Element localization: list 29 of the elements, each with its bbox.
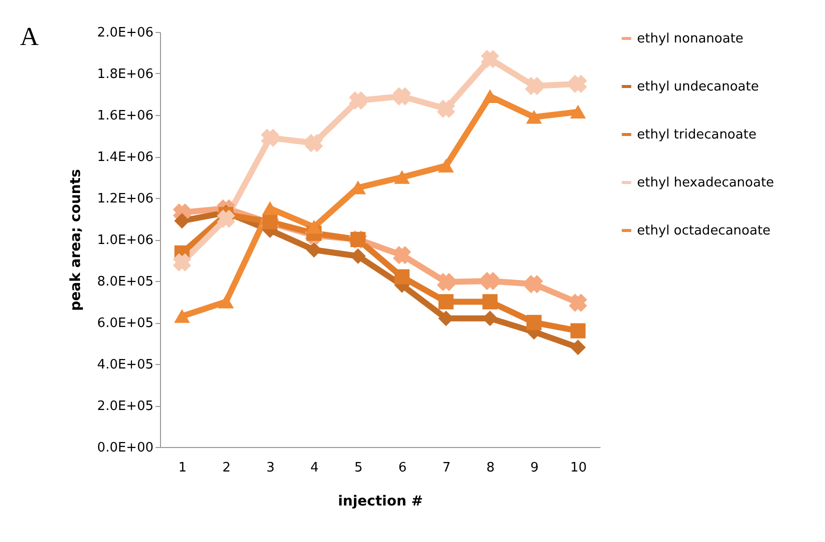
legend-label: ethyl undecanoate [637, 80, 759, 94]
x-tick-label: 9 [530, 460, 539, 476]
y-tick-label: 0.0E+00 [97, 440, 154, 456]
y-tick-label: 1.4E+06 [97, 150, 154, 165]
y-tick-label: 6.0E+05 [97, 316, 154, 331]
y-tick-label: 4.0E+05 [97, 358, 154, 372]
x-tick-label: 4 [310, 460, 319, 476]
x-tick-label: 1 [178, 460, 187, 476]
text: A [20, 22, 39, 51]
x-tick-label: 3 [266, 460, 275, 476]
legend-label: ethyl hexadecanoate [637, 176, 774, 190]
x-tick-label: 7 [442, 460, 451, 476]
x-tick-label: 5 [354, 460, 363, 476]
y-tick-label: 1.8E+06 [97, 67, 154, 82]
x-tick-label: 10 [570, 460, 587, 476]
x-tick-label: 8 [486, 460, 495, 476]
y-tick-label: 1.2E+06 [97, 192, 154, 206]
y-tick-label: 1.6E+06 [97, 108, 154, 124]
y-tick-label: 1.0E+06 [97, 233, 154, 248]
y-tick-label: 2.0E+06 [97, 26, 154, 40]
x-tick-label: 2 [222, 460, 231, 476]
y-tick-label: 2.0E+05 [97, 399, 154, 414]
y-tick-label: 8.0E+05 [97, 274, 154, 290]
x-axis-title: injection # [338, 494, 424, 510]
legend-label: ethyl octadecanoate [637, 224, 771, 238]
legend-label: ethyl nonanoate [637, 32, 744, 46]
x-tick-label: 6 [398, 460, 407, 476]
y-axis-title: peak area; counts [68, 169, 84, 311]
legend-label: ethyl tridecanoate [637, 128, 756, 142]
